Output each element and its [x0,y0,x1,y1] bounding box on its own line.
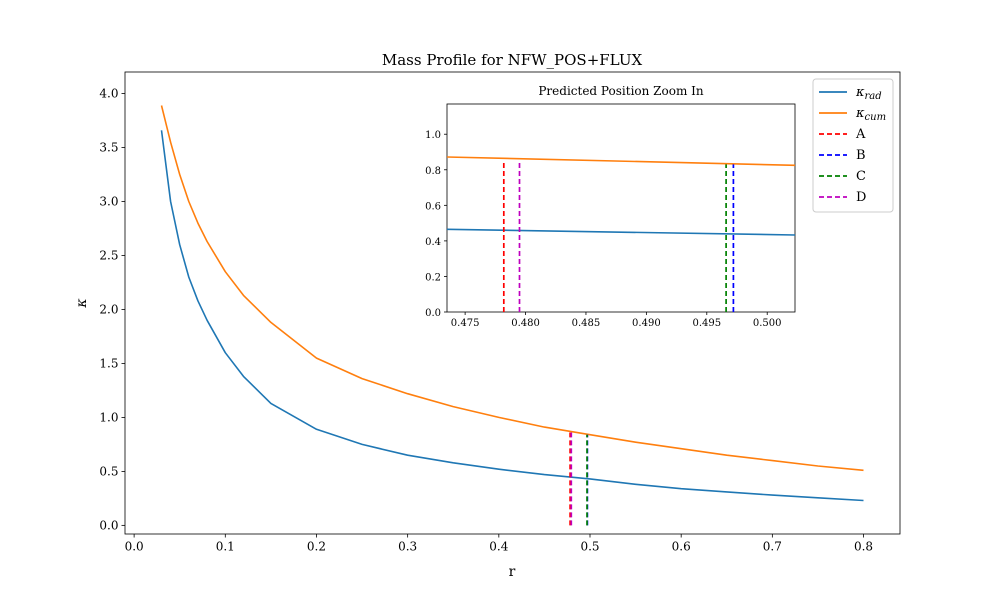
inset-y-tick-label: 0.8 [425,166,441,177]
main-x-tick-label: 0.6 [672,540,691,554]
main-y-tick-label: 2.5 [99,249,118,263]
main-series-line-kappa-rad [160,130,864,502]
main-x-tick-label: 0.1 [216,540,235,554]
inset-plot-frame [446,103,796,313]
legend-label: A [855,127,866,142]
inset-x-tick-label: 0.480 [511,318,540,329]
legend-entry-d: D [819,190,866,205]
legend-entry-b: B [819,148,866,163]
inset-title: Predicted Position Zoom In [538,84,704,98]
inset-y-tick-label: 0.4 [425,237,441,248]
legend-label: B [856,148,866,163]
main-x-tick-label: 0.5 [580,540,599,554]
inset-marker-lines [502,160,735,312]
main-x-tick-label: 0.2 [307,540,326,554]
main-marker-lines [569,432,589,526]
main-title: Mass Profile for NFW_POS+FLUX [382,51,643,69]
main-x-tick-label: 0.4 [489,540,508,554]
main-x-tick-label: 0.0 [125,540,144,554]
legend-label: C [856,169,866,184]
inset-series-line-kappa-cum [446,156,796,167]
main-x-tick-label: 0.7 [763,540,782,554]
inset-series-lines [446,156,796,236]
main-y-tick-label: 0.5 [99,464,118,478]
main-x-tick-label: 0.3 [398,540,417,554]
main-y-tick-label: 3.0 [99,195,118,209]
main-y-tick-label: 0.0 [99,518,118,532]
inset-x-tick-label: 0.475 [451,318,480,329]
legend-entry-a: A [819,127,866,142]
inset-y-tick-label: 0.0 [425,308,441,319]
y-axis-label: κ [74,298,90,308]
legend-label: κcum [855,106,886,123]
legend-entry-kappa-rad: κrad [819,85,882,102]
main-y-tick-label: 1.0 [99,410,118,424]
main-y-tick-label: 1.5 [99,356,118,370]
inset-x-tick-label: 0.495 [692,318,721,329]
inset-y-tick-label: 0.2 [425,272,441,283]
main-x-tick-label: 0.8 [854,540,873,554]
inset-y-ticks: 0.0 0.2 0.4 0.6 0.8 1.0 [425,130,447,319]
main-y-tick-label: 2.0 [99,302,118,316]
inset-y-tick-label: 0.6 [425,201,441,212]
inset-x-ticks: 0.475 0.480 0.485 0.490 0.495 0.500 [451,312,782,329]
legend-entry-c: C [819,169,866,184]
main-y-ticks: 0.0 0.5 1.0 1.5 2.0 2.5 3.0 3.5 4.0 [99,87,125,532]
inset-x-tick-label: 0.490 [632,318,661,329]
main-x-ticks: 0.0 0.1 0.2 0.3 0.4 0.5 0.6 0.7 0.8 [125,534,873,554]
x-axis-label: r [509,564,516,580]
legend-label: κrad [855,85,882,102]
main-y-tick-label: 3.5 [99,141,118,155]
main-y-tick-label: 4.0 [99,87,118,101]
main-series-lines [160,105,864,502]
legend-entry-kappa-cum: κcum [819,106,886,123]
legend-label: D [856,190,866,205]
inset-x-tick-label: 0.485 [572,318,601,329]
inset-axes: 0.475 0.480 0.485 0.490 0.495 0.500 0.0 0.2 0.4… [425,84,796,329]
inset-series-line-kappa-rad [446,228,796,236]
inset-x-tick-label: 0.500 [753,318,782,329]
main-series-line-kappa-cum [160,105,864,472]
inset-y-tick-label: 1.0 [425,130,441,141]
